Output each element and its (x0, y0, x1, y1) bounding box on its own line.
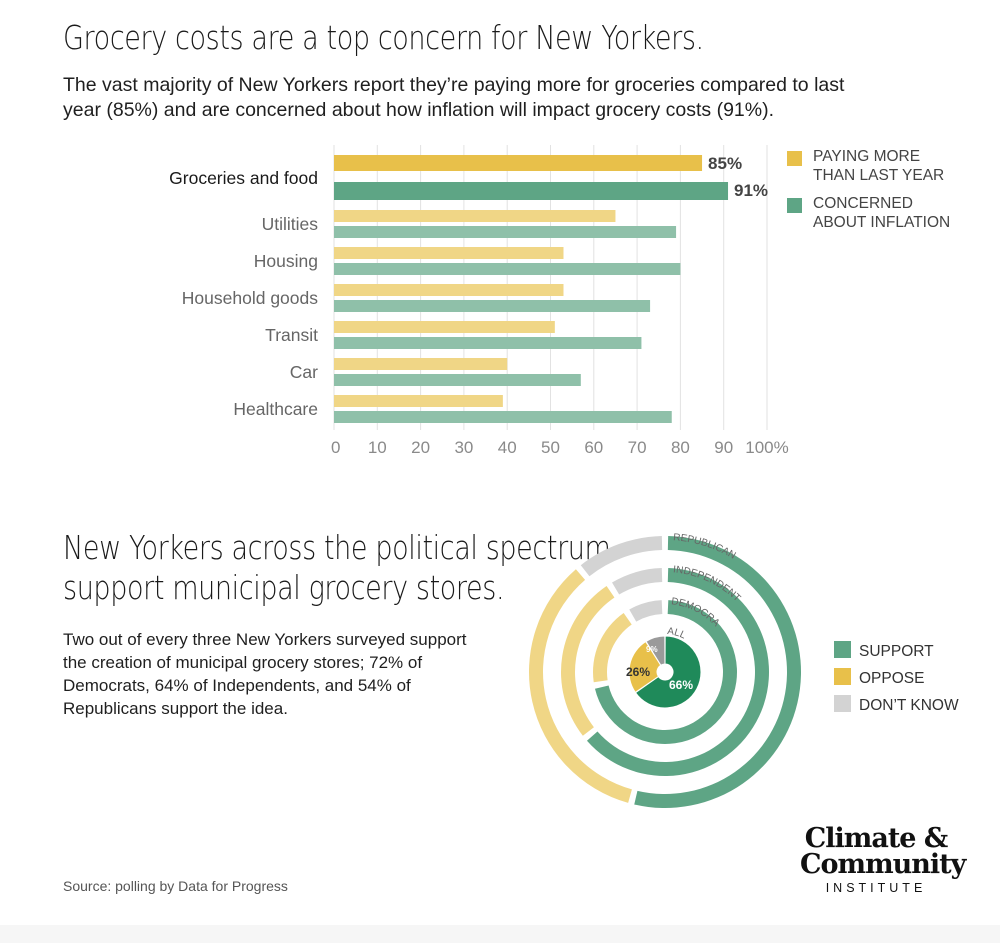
category-label: Utilities (262, 214, 319, 234)
bar-legend: PAYING MORE THAN LAST YEAR CONCERNED ABO… (787, 148, 950, 231)
footer-band (0, 925, 1000, 943)
bar-concerned (334, 226, 677, 238)
bar-chart-subtitle: The vast majority of New Yorkers report … (63, 74, 845, 121)
bar-chart-title: Grocery costs are a top concern for New … (63, 18, 704, 57)
legend-swatch-concerned (787, 198, 802, 213)
radial-title-line2: support municipal grocery stores. (63, 568, 505, 607)
data-label-paying-more: 85% (708, 154, 742, 173)
legend-swatch-paying-more (787, 151, 802, 166)
bar-concerned (334, 182, 729, 200)
svg-text:INDEPENDENT: INDEPENDENT (673, 564, 743, 604)
ring-democrat-support (594, 600, 738, 744)
category-label: Household goods (182, 288, 318, 308)
bar-concerned (334, 337, 642, 349)
category-label: Groceries and food (169, 168, 318, 188)
x-tick-label: 20 (411, 438, 430, 457)
pie-label-dontknow: 9% (646, 645, 658, 654)
pie-label-oppose: 26% (626, 665, 650, 679)
radial-title-line1: New Yorkers across the political spectru… (63, 528, 611, 567)
ring-all-dont-know (645, 635, 666, 666)
radial-legend: SUPPORT OPPOSE DON’T KNOW (834, 641, 959, 714)
legend-label-paying-more-1: PAYING MORE (813, 148, 920, 165)
x-tick-label: 40 (498, 438, 517, 457)
x-tick-label: 90 (714, 438, 733, 457)
ring-republican-support (634, 536, 802, 808)
legend-label-paying-more-2: THAN LAST YEAR (813, 167, 944, 184)
bar-paying-more (334, 395, 503, 407)
bar-chart: 85%91% Groceries and foodUtilitiesHousin… (169, 145, 950, 457)
legend-label-concerned-2: ABOUT INFLATION (813, 214, 950, 231)
bar-concerned (334, 300, 651, 312)
x-tick-label: 0 (331, 438, 340, 457)
bar-paying-more (334, 210, 616, 222)
bar-paying-more (334, 155, 703, 171)
radial-chart-subtitle: Two out of every three New Yorkers surve… (63, 630, 467, 718)
bar-paying-more (334, 321, 555, 333)
svg-text:ALL: ALL (667, 626, 688, 642)
data-label-concerned: 91% (734, 181, 768, 200)
ring-all-support (634, 635, 702, 709)
x-tick-label: 100% (745, 438, 788, 457)
ring-independent-support (586, 568, 770, 776)
logo-line2: Community (800, 849, 966, 880)
legend-label-concerned-1: CONCERNED (813, 195, 913, 212)
x-tick-label: 60 (584, 438, 603, 457)
category-labels: Groceries and food Utilities Housing Househ… (169, 168, 318, 419)
ring-label-independent: INDEPENDENT (673, 564, 743, 604)
category-label: Car (290, 362, 318, 382)
bar-paying-more (334, 284, 564, 296)
bar-paying-more (334, 247, 564, 259)
pie-labels: 66% 26% 9% (626, 645, 693, 692)
legend-label-oppose: OPPOSE (859, 670, 924, 687)
legend-swatch-dontknow (834, 695, 851, 712)
category-label: Housing (254, 251, 318, 271)
svg-text:REPUBLICAN: REPUBLICAN (673, 532, 738, 561)
ring-democrat-dont-know (629, 600, 663, 622)
legend-label-support: SUPPORT (859, 643, 934, 660)
legend-swatch-support (834, 641, 851, 658)
climate-community-institute-logo: Climate & Community INSTITUTE (800, 823, 966, 895)
radial-chart-title: New Yorkers across the political spectru… (63, 528, 611, 608)
bar-concerned (334, 263, 681, 275)
x-tick-label: 30 (454, 438, 473, 457)
x-axis-ticks: 0 10 20 30 40 50 60 70 80 90 100% (331, 438, 789, 457)
source-note: Source: polling by Data for Progress (63, 878, 288, 894)
ring-democrat-oppose (593, 613, 632, 683)
x-tick-label: 50 (541, 438, 560, 457)
x-tick-label: 80 (671, 438, 690, 457)
ring-all-oppose (628, 640, 662, 694)
category-label: Transit (265, 325, 318, 345)
ring-label-all: ALL (667, 626, 688, 642)
legend-swatch-oppose (834, 668, 851, 685)
ring-label-republican: REPUBLICAN (673, 532, 738, 561)
bar-paying-more (334, 358, 508, 370)
logo-line1: Climate & (804, 823, 949, 854)
bars: 85%91% (334, 154, 768, 423)
bar-concerned (334, 374, 581, 386)
logo-line3: INSTITUTE (825, 881, 927, 895)
ring-independent-oppose (561, 585, 615, 736)
x-tick-label: 70 (628, 438, 647, 457)
bar-concerned (334, 411, 672, 423)
pie-label-support: 66% (669, 678, 693, 692)
category-label: Healthcare (233, 399, 318, 419)
legend-label-dontknow: DON’T KNOW (859, 697, 959, 714)
x-tick-label: 10 (368, 438, 387, 457)
ring-independent-dont-know (612, 568, 663, 595)
